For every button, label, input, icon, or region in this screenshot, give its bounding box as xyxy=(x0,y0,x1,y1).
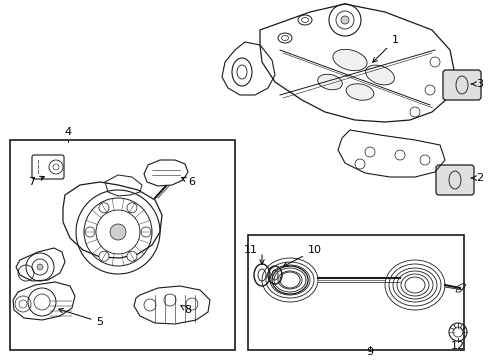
Bar xyxy=(247,235,463,350)
Circle shape xyxy=(141,227,151,237)
Text: 6: 6 xyxy=(181,177,195,187)
Text: 7: 7 xyxy=(28,176,44,187)
Ellipse shape xyxy=(346,84,373,100)
Text: 4: 4 xyxy=(64,127,71,137)
Text: 1: 1 xyxy=(372,35,398,62)
Circle shape xyxy=(340,16,348,24)
Text: 12: 12 xyxy=(450,341,464,351)
Circle shape xyxy=(99,203,109,213)
Circle shape xyxy=(99,251,109,261)
Ellipse shape xyxy=(365,65,394,85)
Text: 2: 2 xyxy=(475,173,482,183)
Circle shape xyxy=(127,251,137,261)
Text: 5: 5 xyxy=(59,309,103,327)
FancyBboxPatch shape xyxy=(435,165,473,195)
Ellipse shape xyxy=(332,49,366,71)
FancyBboxPatch shape xyxy=(442,70,480,100)
Text: 3: 3 xyxy=(475,79,482,89)
Text: 9: 9 xyxy=(366,347,373,357)
Text: 10: 10 xyxy=(283,245,321,266)
Circle shape xyxy=(127,203,137,213)
Ellipse shape xyxy=(317,74,342,90)
Bar xyxy=(10,140,235,350)
Circle shape xyxy=(110,224,126,240)
Text: 11: 11 xyxy=(244,245,258,255)
Text: 8: 8 xyxy=(181,305,191,315)
Circle shape xyxy=(85,227,95,237)
Circle shape xyxy=(37,264,43,270)
